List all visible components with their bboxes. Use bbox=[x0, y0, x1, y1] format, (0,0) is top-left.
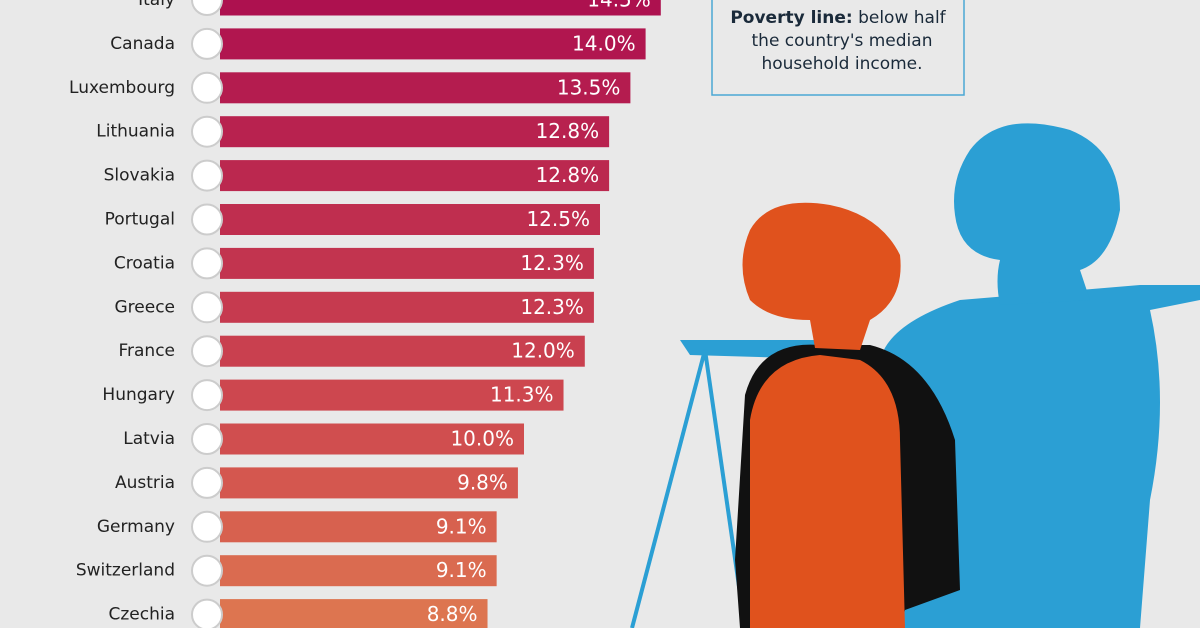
value-label: 9.8% bbox=[457, 470, 508, 494]
bar bbox=[220, 0, 661, 16]
bar bbox=[220, 28, 646, 60]
flag bbox=[191, 379, 223, 412]
note-box bbox=[711, 0, 965, 96]
flag bbox=[191, 335, 223, 368]
bar bbox=[220, 160, 610, 192]
flag bbox=[191, 247, 223, 280]
category-label: Portugal bbox=[105, 210, 175, 230]
flag bbox=[191, 159, 223, 192]
flag bbox=[191, 203, 223, 236]
value-label: 14.0% bbox=[572, 31, 636, 55]
note-line: Poverty line: below half bbox=[730, 8, 946, 28]
category-label: Switzerland bbox=[76, 561, 175, 581]
note-line: the country's median bbox=[752, 31, 933, 51]
flag bbox=[191, 554, 223, 587]
value-label: 12.3% bbox=[520, 295, 584, 319]
category-label: Slovakia bbox=[104, 166, 175, 186]
category-label: Hungary bbox=[102, 385, 175, 405]
orange-child-body bbox=[750, 355, 905, 628]
bar bbox=[220, 116, 610, 148]
value-label: 14.5% bbox=[587, 0, 651, 12]
bar bbox=[220, 467, 518, 499]
bar bbox=[220, 335, 585, 367]
category-label: Canada bbox=[110, 34, 175, 54]
value-label: 12.3% bbox=[520, 251, 584, 275]
note-text: below half bbox=[858, 8, 947, 28]
category-label: Latvia bbox=[123, 429, 175, 449]
flag bbox=[191, 510, 223, 543]
value-label: 12.5% bbox=[526, 207, 590, 231]
value-label: 11.3% bbox=[490, 383, 554, 407]
value-label: 9.1% bbox=[436, 514, 487, 538]
flag bbox=[191, 27, 223, 60]
category-label: Lithuania bbox=[96, 122, 175, 142]
orange-child-head bbox=[742, 202, 901, 350]
value-label: 9.1% bbox=[436, 558, 487, 582]
flag bbox=[191, 115, 223, 148]
bar bbox=[220, 423, 524, 455]
blue-child-head bbox=[954, 123, 1120, 305]
bar bbox=[220, 511, 497, 543]
flag bbox=[191, 291, 223, 324]
category-label: Croatia bbox=[114, 253, 175, 273]
value-label: 12.8% bbox=[536, 163, 600, 187]
flag bbox=[191, 598, 223, 628]
bar bbox=[220, 379, 564, 411]
bar bbox=[220, 599, 488, 628]
flag bbox=[191, 71, 223, 104]
value-label: 10.0% bbox=[450, 427, 514, 451]
bar bbox=[220, 555, 497, 587]
flag bbox=[191, 423, 223, 455]
flag bbox=[191, 0, 223, 16]
value-label: 13.5% bbox=[557, 75, 621, 99]
category-label: Luxembourg bbox=[69, 78, 175, 98]
category-label: Austria bbox=[115, 473, 175, 493]
bar bbox=[220, 72, 631, 104]
bar bbox=[220, 204, 600, 235]
category-label: Germany bbox=[97, 517, 175, 537]
note-line: household income. bbox=[761, 54, 922, 74]
category-label: Greece bbox=[114, 297, 175, 317]
category-label: France bbox=[118, 341, 175, 361]
bar bbox=[220, 291, 594, 323]
category-label: Italy bbox=[138, 0, 175, 10]
value-label: 12.0% bbox=[511, 339, 575, 363]
bar bbox=[220, 247, 594, 279]
category-label: Czechia bbox=[108, 605, 175, 625]
note-label: Poverty line: bbox=[730, 8, 852, 28]
value-label: 8.8% bbox=[427, 602, 478, 626]
stick bbox=[630, 349, 707, 628]
illustration bbox=[630, 123, 1200, 628]
flag bbox=[191, 466, 223, 499]
value-label: 12.8% bbox=[536, 119, 600, 143]
